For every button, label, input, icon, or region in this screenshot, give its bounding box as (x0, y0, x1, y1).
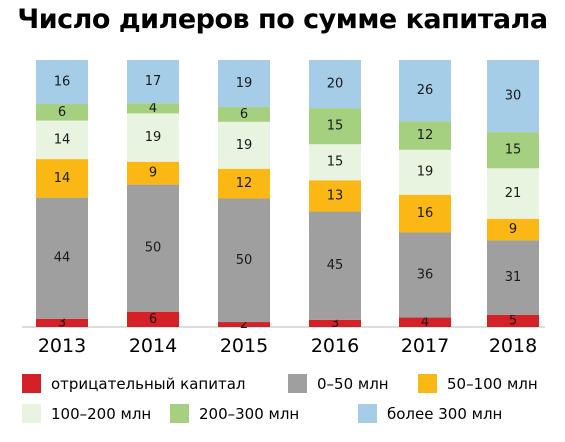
bar-segment-2013-s1 (36, 197, 88, 319)
bar-segment-2015-s3 (218, 121, 270, 169)
data-label-2015-s3: 19 (236, 138, 253, 153)
bar-segment-2018-s4 (487, 132, 539, 169)
data-label-2017-s3: 19 (417, 165, 434, 180)
legend-swatch (22, 374, 41, 393)
legend-swatch (418, 374, 437, 393)
bar-segment-2015-s0 (218, 322, 270, 327)
bar-segment-2013-s4 (36, 104, 88, 121)
bar-segment-2016-s4 (309, 108, 361, 145)
data-label-2018-s2: 9 (509, 222, 517, 237)
data-label-2013-s5: 16 (54, 75, 71, 90)
data-label-2018-s4: 15 (505, 143, 522, 158)
data-label-2016-s1: 45 (327, 258, 344, 273)
data-label-2015-s0: 2 (240, 317, 248, 332)
bar-segment-2017-s3 (399, 149, 451, 195)
bar-segment-2017-s4 (399, 121, 451, 150)
legend-label: 100–200 млн (51, 404, 152, 423)
data-label-2014-s4: 4 (149, 101, 157, 116)
data-label-2018-s1: 31 (505, 270, 522, 285)
bar-segment-2018-s0 (487, 314, 539, 327)
data-label-2017-s1: 36 (417, 268, 434, 283)
data-label-2014-s5: 17 (145, 74, 162, 89)
x-tick-label-2017: 2017 (401, 335, 449, 357)
bar-segment-2017-s2 (399, 194, 451, 233)
data-label-2016-s0: 3 (331, 316, 339, 331)
data-label-2014-s3: 19 (145, 130, 162, 145)
data-label-2016-s3: 15 (327, 155, 344, 170)
bar-segment-2013-s0 (36, 318, 88, 327)
legend-item-s0: отрицательный капитал (22, 374, 245, 393)
data-label-2017-s5: 26 (417, 83, 434, 98)
data-label-2013-s1: 44 (54, 251, 71, 266)
bar-segment-2014-s1 (127, 184, 179, 312)
bar-segment-2015-s5 (218, 60, 270, 107)
bar-segment-2013-s5 (36, 60, 88, 105)
bar-segment-2015-s1 (218, 198, 270, 323)
x-tick-label-2013: 2013 (38, 335, 86, 357)
bar-segment-2014-s0 (127, 311, 179, 327)
legend-swatch (170, 404, 189, 423)
data-label-2018-s5: 30 (505, 89, 522, 104)
legend-item-s4: 200–300 млн (170, 404, 299, 423)
data-label-2013-s0: 3 (58, 315, 66, 330)
data-label-2016-s2: 13 (327, 188, 344, 203)
x-tick-label-2014: 2014 (129, 335, 177, 357)
legend-label: более 300 млн (387, 404, 503, 423)
data-label-2013-s4: 6 (58, 105, 66, 120)
bar-segment-2018-s5 (487, 60, 539, 133)
legend-label: 50–100 млн (447, 374, 538, 393)
legend-label: 0–50 млн (317, 374, 389, 393)
bar-segment-2017-s5 (399, 60, 451, 122)
legend-label: отрицательный капитал (51, 374, 246, 393)
data-label-2018-s0: 5 (509, 313, 517, 328)
data-label-2017-s4: 12 (417, 128, 434, 143)
x-tick-label-2015: 2015 (220, 335, 268, 357)
data-label-2017-s0: 4 (421, 315, 429, 330)
bar-segment-2016-s2 (309, 180, 361, 212)
data-label-2017-s2: 16 (417, 206, 434, 221)
legend-item-s2: 50–100 млн (418, 374, 538, 393)
bar-segment-2013-s3 (36, 120, 88, 160)
bar-segment-2015-s2 (218, 168, 270, 199)
data-label-2016-s4: 15 (327, 119, 344, 134)
data-label-2013-s3: 14 (54, 132, 71, 147)
bar-segment-2018-s1 (487, 240, 539, 315)
bar-segment-2014-s4 (127, 103, 179, 114)
data-label-2015-s4: 6 (240, 107, 248, 122)
data-label-2015-s1: 50 (236, 253, 253, 268)
bar-segment-2014-s3 (127, 113, 179, 162)
legend-item-s3: 100–200 млн (22, 404, 151, 423)
legend-swatch (22, 404, 41, 423)
x-tick-label-2018: 2018 (489, 335, 537, 357)
data-label-2015-s2: 12 (236, 176, 253, 191)
chart-title: Число дилеров по сумме капитала (17, 4, 548, 35)
bar-segment-2016-s1 (309, 211, 361, 320)
legend-item-s5: более 300 млн (358, 404, 502, 423)
bar-segment-2016-s5 (309, 60, 361, 109)
bar-segment-2018-s2 (487, 218, 539, 241)
bar-segment-2017-s0 (399, 317, 451, 327)
bar-segment-2013-s2 (36, 159, 88, 198)
x-tick-label-2016: 2016 (311, 335, 359, 357)
data-label-2016-s5: 20 (327, 77, 344, 92)
legend-swatch (288, 374, 307, 393)
bar-segment-2014-s2 (127, 161, 179, 185)
bar-segment-2016-s0 (309, 319, 361, 327)
data-label-2014-s0: 6 (149, 312, 157, 327)
bar-segment-2018-s3 (487, 168, 539, 219)
data-label-2018-s3: 21 (505, 186, 522, 201)
legend-swatch (358, 404, 377, 423)
legend-item-s1: 0–50 млн (288, 374, 389, 393)
bar-segment-2015-s4 (218, 106, 270, 122)
data-label-2015-s5: 19 (236, 76, 253, 91)
bar-segment-2016-s3 (309, 144, 361, 181)
stacked-bar-chart: 3441414616650919417250121961934513151520… (22, 60, 545, 357)
data-label-2014-s1: 50 (145, 241, 162, 256)
bar-segment-2017-s1 (399, 232, 451, 318)
data-label-2013-s2: 14 (54, 171, 71, 186)
legend-label: 200–300 млн (199, 404, 300, 423)
data-label-2014-s2: 9 (149, 166, 157, 181)
bar-segment-2014-s5 (127, 60, 179, 104)
